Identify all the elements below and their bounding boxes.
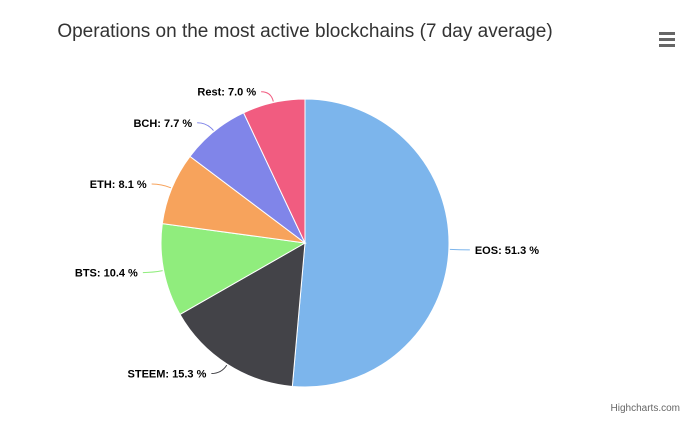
- data-label-bts: BTS: 10.4 %: [75, 268, 138, 280]
- hamburger-menu-icon: [659, 32, 675, 47]
- pie-slice-eos[interactable]: [291, 98, 450, 388]
- data-label-bch: BCH: 7.7 %: [133, 118, 192, 130]
- connector-bch: [197, 122, 214, 131]
- data-label-steem: STEEM: 15.3 %: [128, 369, 207, 381]
- data-label-eth: ETH: 8.1 %: [90, 179, 147, 191]
- chart-menu-button[interactable]: [655, 27, 679, 51]
- pie-slice-steem[interactable]: [179, 242, 306, 387]
- chart-title: Operations on the most active blockchain…: [57, 21, 553, 42]
- pie-slice-bts[interactable]: [160, 223, 307, 316]
- pie-slice-rest[interactable]: [242, 98, 306, 244]
- connector-eth: [151, 183, 172, 189]
- connector-bts: [142, 270, 163, 274]
- credits-link[interactable]: Highcharts.com: [610, 403, 680, 414]
- data-label-eos: EOS: 51.3 %: [475, 245, 539, 257]
- connector-steem: [211, 364, 228, 375]
- connector-rest: [261, 91, 274, 102]
- data-label-rest: Rest: 7.0 %: [197, 87, 256, 99]
